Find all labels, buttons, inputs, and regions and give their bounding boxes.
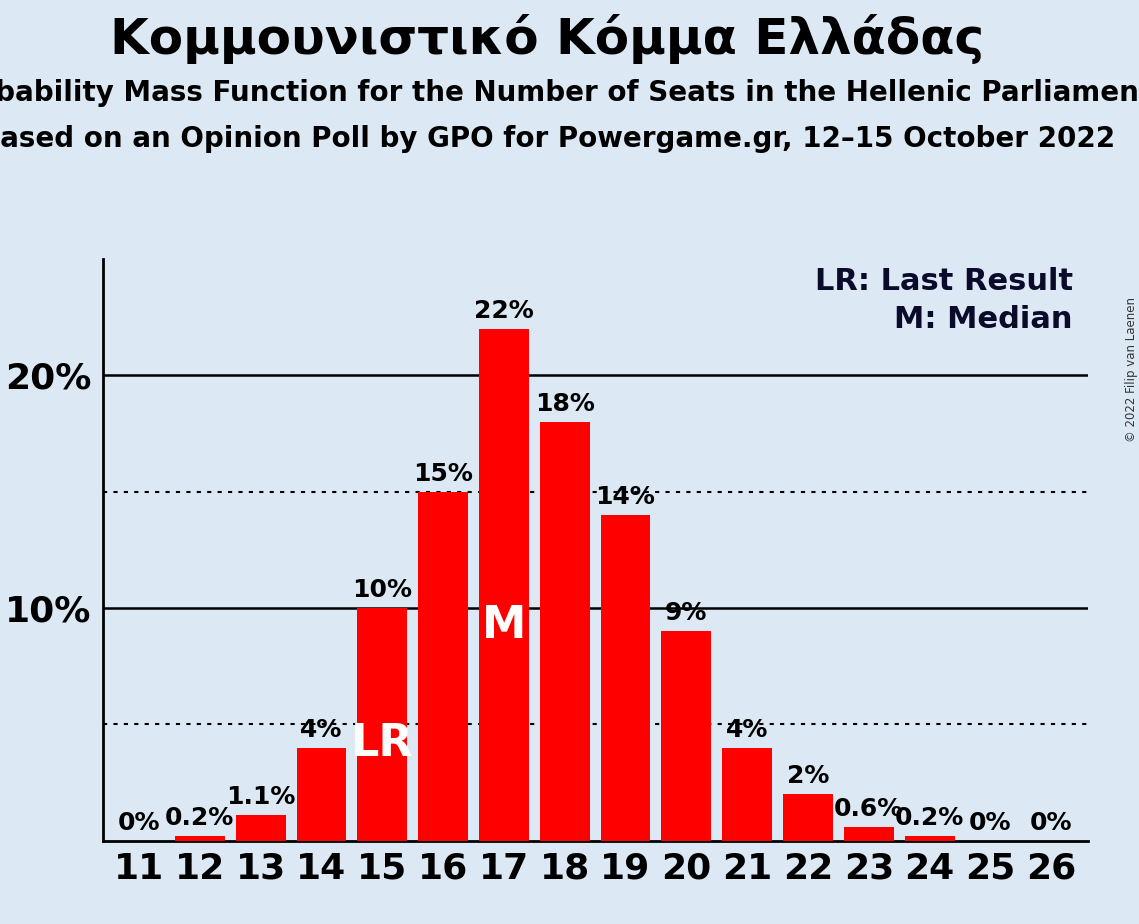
Bar: [540, 421, 590, 841]
Text: 15%: 15%: [413, 462, 473, 486]
Bar: [662, 631, 711, 841]
Text: Probability Mass Function for the Number of Seats in the Hellenic Parliament: Probability Mass Function for the Number…: [0, 79, 1139, 106]
Bar: [480, 329, 528, 841]
Text: LR: LR: [351, 722, 413, 764]
Bar: [844, 827, 894, 841]
Text: 2%: 2%: [787, 764, 829, 788]
Bar: [722, 748, 772, 841]
Text: 0%: 0%: [117, 811, 161, 835]
Text: 0%: 0%: [969, 811, 1011, 835]
Text: 4%: 4%: [726, 718, 769, 742]
Text: 1.1%: 1.1%: [226, 785, 295, 809]
Text: LR: Last Result: LR: Last Result: [814, 267, 1073, 297]
Text: 22%: 22%: [474, 298, 534, 322]
Text: 0.6%: 0.6%: [834, 797, 903, 821]
Bar: [782, 795, 833, 841]
Text: Based on an Opinion Poll by GPO for Powergame.gr, 12–15 October 2022: Based on an Opinion Poll by GPO for Powe…: [0, 125, 1115, 152]
Bar: [904, 836, 954, 841]
Text: 18%: 18%: [535, 392, 595, 416]
Bar: [600, 515, 650, 841]
Text: 9%: 9%: [665, 602, 707, 626]
Text: Κομμουνιστικό Κόμμα Ελλάδας: Κομμουνιστικό Κόμμα Ελλάδας: [109, 14, 984, 64]
Text: 0.2%: 0.2%: [165, 807, 235, 831]
Text: M: Median: M: Median: [894, 305, 1073, 334]
Text: 0%: 0%: [1030, 811, 1073, 835]
Text: 0.2%: 0.2%: [895, 807, 965, 831]
Text: 4%: 4%: [301, 718, 343, 742]
Bar: [296, 748, 346, 841]
Bar: [175, 836, 224, 841]
Text: 14%: 14%: [596, 485, 655, 509]
Text: 10%: 10%: [352, 578, 412, 602]
Bar: [236, 815, 286, 841]
Bar: [358, 608, 408, 841]
Bar: [418, 492, 468, 841]
Text: M: M: [482, 604, 526, 647]
Text: © 2022 Filip van Laenen: © 2022 Filip van Laenen: [1124, 298, 1138, 442]
